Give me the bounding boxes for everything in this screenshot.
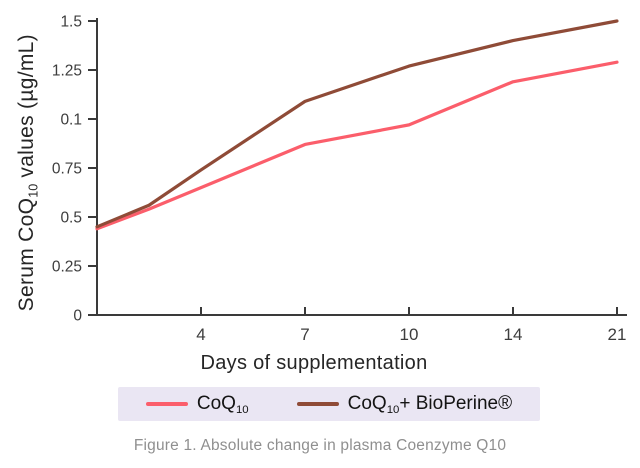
y-tick-label: 0.25 (52, 259, 82, 276)
line-chart: 1.5 1.25 0.1 0.75 0.5 0.25 0 4 7 10 14 21 (52, 14, 627, 344)
x-tick-label: 14 (504, 325, 523, 344)
y-tick-label: 0.1 (60, 112, 82, 129)
coq10-bioperine-line-swatch (296, 402, 339, 406)
y-tick-label: 0.75 (52, 161, 82, 178)
x-tick-label: 21 (608, 325, 627, 344)
coq10-bioperine-line (95, 19, 619, 229)
x-tick-label: 7 (300, 325, 309, 344)
x-tick-label: 4 (196, 325, 205, 344)
figure-caption: Figure 1. Absolute change in plasma Coen… (133, 437, 507, 454)
y-axis-title: Serum CoQ10 values (µg/mL) (2, 0, 54, 345)
x-axis-title: Days of supplementation (200, 352, 428, 374)
x-tick-label: 10 (400, 325, 419, 344)
y-tick-label: 0 (73, 308, 82, 325)
y-axis-title-units: values (µg/mL) (15, 33, 39, 184)
y-tick-label: 1.25 (52, 63, 82, 80)
coq10-line-swatch (145, 402, 188, 406)
legend-label-coq10: CoQ10 (196, 392, 249, 416)
legend-item-coq10: CoQ10 (145, 392, 249, 416)
y-tick-label: 0.5 (60, 210, 82, 227)
legend-item-coq10-bioperine: CoQ10+ BioPerine® (296, 392, 513, 416)
coq10-line (95, 60, 619, 231)
y-tick-label: 1.5 (60, 14, 82, 31)
legend-label-coq10-bioperine: CoQ10+ BioPerine® (347, 392, 513, 416)
y-axis-title-text: Serum CoQ (15, 197, 39, 312)
legend: CoQ10 CoQ10+ BioPerine® (118, 387, 540, 421)
y-axis-title-subscript: 10 (26, 183, 41, 198)
